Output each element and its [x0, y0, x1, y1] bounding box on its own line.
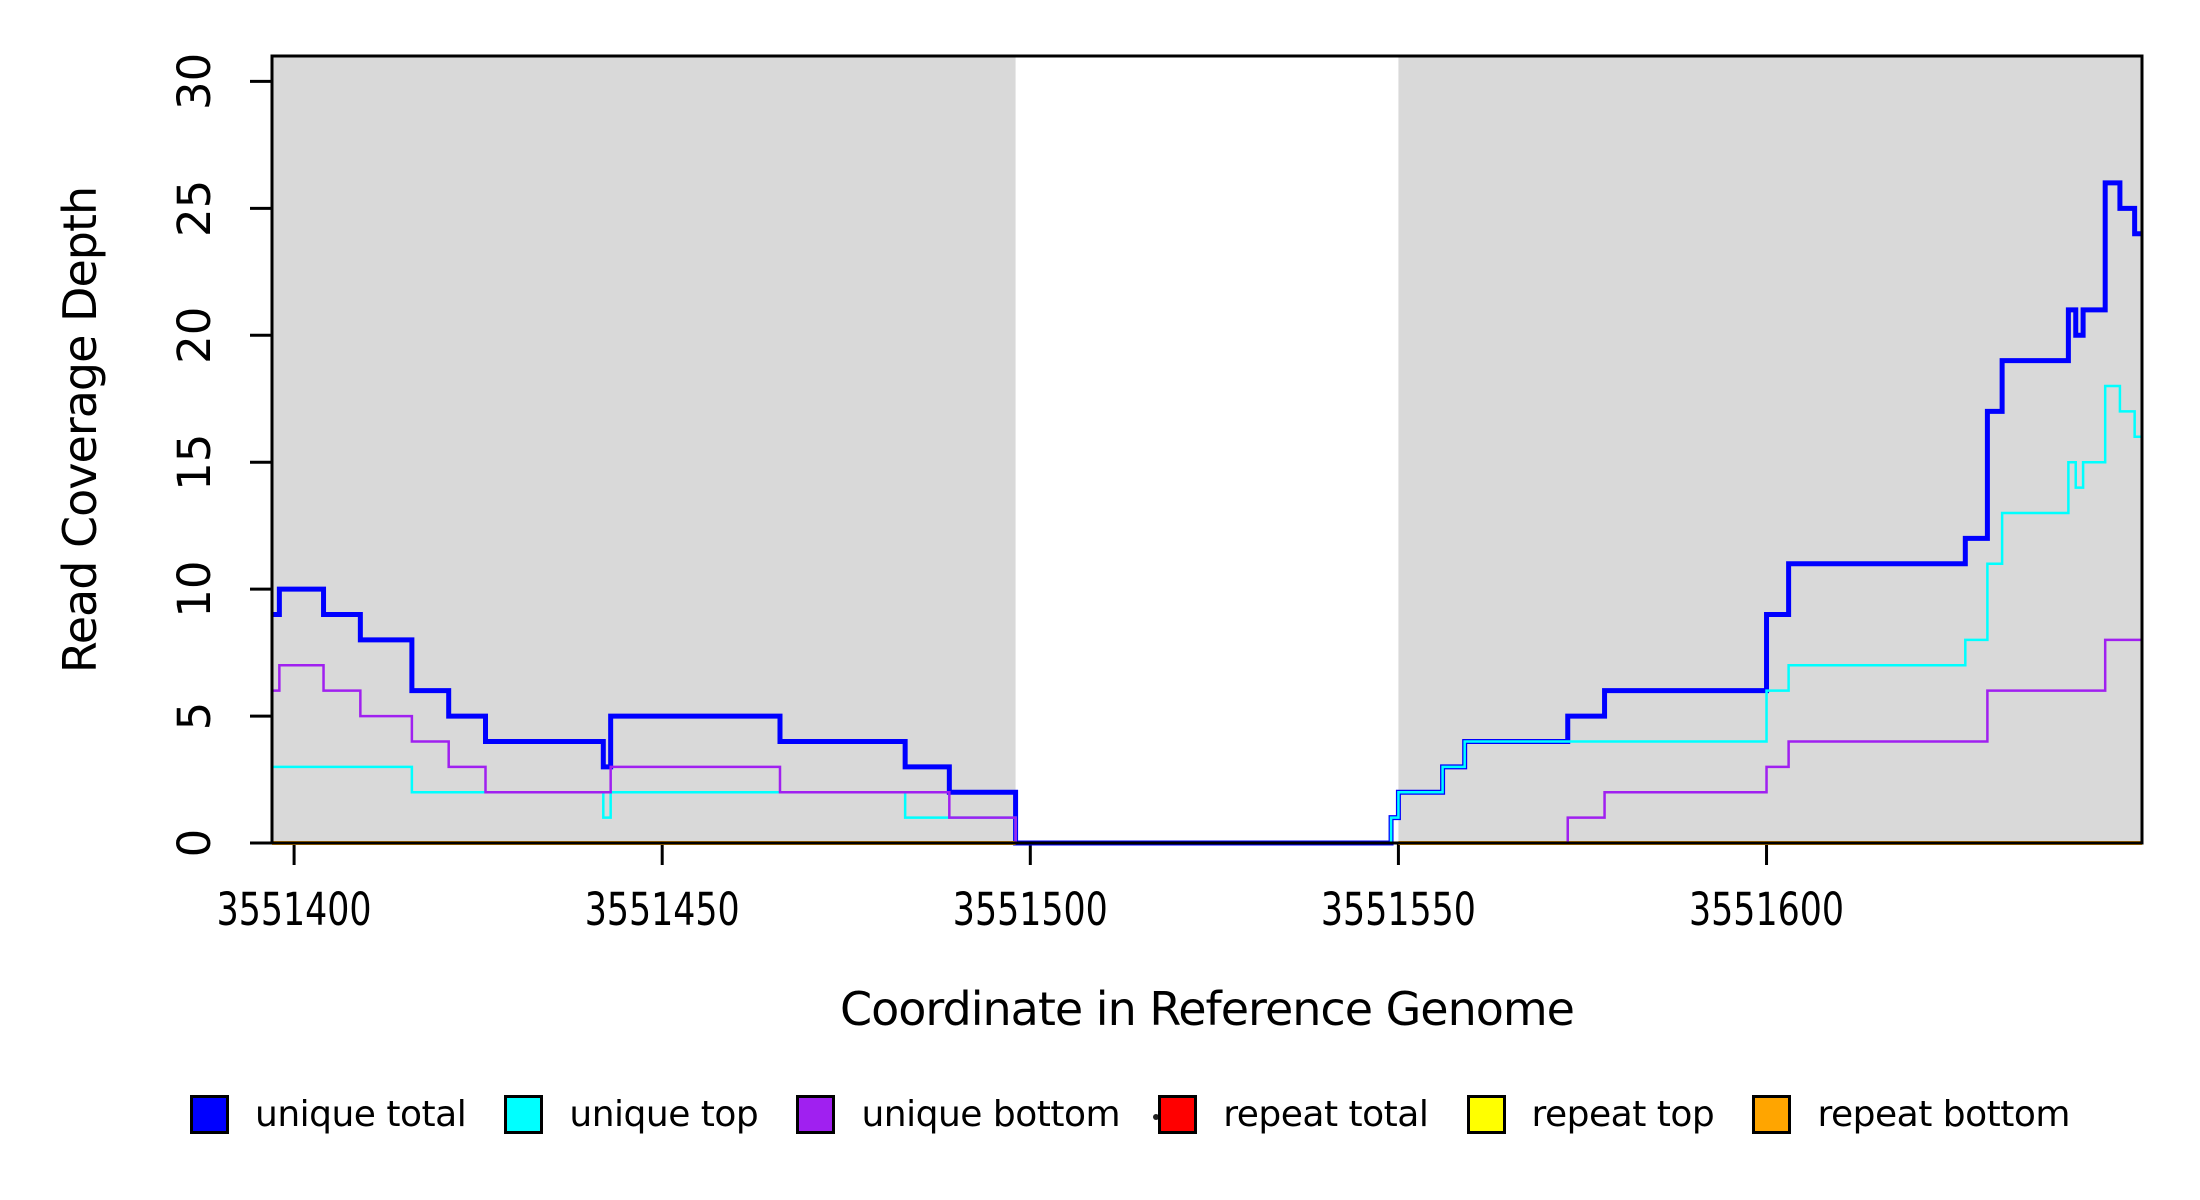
x-tick-label: 3551550: [1321, 883, 1476, 936]
legend-item-repeat-top: repeat top: [1466, 1094, 1715, 1135]
legend-swatch-icon: [1466, 1095, 1506, 1134]
legend-swatch-icon: [1752, 1095, 1792, 1134]
legend-item-unique-total: unique total: [190, 1094, 467, 1135]
shaded-repeat-region: [272, 56, 1016, 843]
legend-item-unique-bottom: unique bottom: [796, 1094, 1121, 1135]
legend-label: repeat bottom: [1817, 1094, 2070, 1135]
legend-swatch-icon: [1158, 1095, 1198, 1134]
y-tick-label: 5: [168, 702, 221, 731]
y-tick-label: 25: [168, 180, 221, 237]
series-unique-bottom: [272, 638, 2142, 845]
shaded-repeat-region: [1398, 56, 2142, 843]
y-tick-label: 30: [168, 53, 221, 110]
y-tick-label: 10: [168, 560, 221, 617]
x-tick-label: 3551600: [1689, 883, 1844, 936]
legend-item-repeat-total: repeat total: [1158, 1094, 1429, 1135]
y-tick-label: 15: [168, 434, 221, 491]
y-axis-title: Read Coverage Depth: [53, 186, 107, 674]
legend-label: repeat total: [1223, 1094, 1429, 1135]
x-axis-title: Coordinate in Reference Genome: [840, 982, 1575, 1036]
legend-label: unique top: [569, 1094, 759, 1135]
legend: unique total unique top unique bottom repea…: [190, 1094, 2070, 1135]
legend-label: repeat top: [1531, 1094, 1715, 1135]
x-tick-label: 3551450: [585, 883, 740, 936]
stray-dot-artifact: [1153, 1114, 1159, 1120]
legend-swatch-icon: [796, 1095, 836, 1134]
x-tick-label: 3551500: [953, 883, 1108, 936]
plot-border: [270, 54, 2144, 845]
y-tick-label: 20: [168, 307, 221, 364]
coverage-chart: 3551400 3551450 3551500 3551550 3551600 0 5 10 1…: [168, 53, 2144, 936]
legend-item-unique-top: unique top: [504, 1094, 759, 1135]
legend-label: unique bottom: [861, 1094, 1121, 1135]
x-tick-label: 3551400: [217, 883, 372, 936]
legend-swatch-icon: [504, 1095, 544, 1134]
legend-label: unique total: [255, 1094, 467, 1135]
y-tick-label: 0: [168, 829, 221, 858]
legend-swatch-icon: [190, 1095, 229, 1134]
legend-item-repeat-bottom: repeat bottom: [1752, 1094, 2070, 1135]
